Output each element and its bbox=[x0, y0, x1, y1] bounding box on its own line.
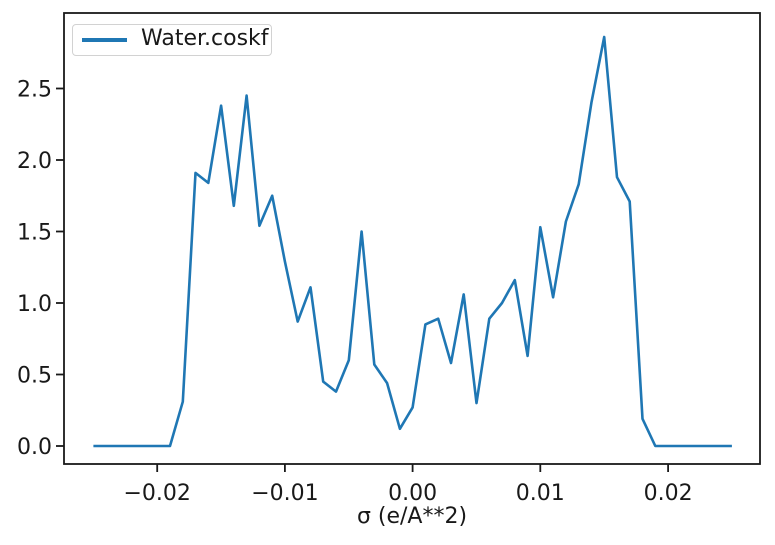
x-tick-label: 0.00 bbox=[388, 481, 437, 506]
x-tick-label: 0.02 bbox=[644, 481, 693, 506]
legend: Water.coskf bbox=[72, 24, 272, 56]
y-tick-label: 0.0 bbox=[17, 435, 52, 460]
y-tick-label: 1.0 bbox=[17, 292, 52, 317]
x-tick-label: −0.02 bbox=[123, 481, 190, 506]
y-tick-label: 1.5 bbox=[17, 221, 52, 246]
y-tick-label: 2.5 bbox=[17, 78, 52, 103]
x-tick-label: 0.01 bbox=[516, 481, 565, 506]
legend-line-swatch bbox=[82, 38, 127, 42]
data-line bbox=[93, 35, 732, 448]
y-tick-label: 0.5 bbox=[17, 364, 52, 389]
y-tick-label: 2.0 bbox=[17, 149, 52, 174]
x-tick-label: −0.01 bbox=[251, 481, 318, 506]
x-axis-label: σ (e/A**2) bbox=[356, 504, 468, 529]
legend-entry-label: Water.coskf bbox=[141, 26, 269, 51]
plot-frame bbox=[63, 12, 761, 465]
